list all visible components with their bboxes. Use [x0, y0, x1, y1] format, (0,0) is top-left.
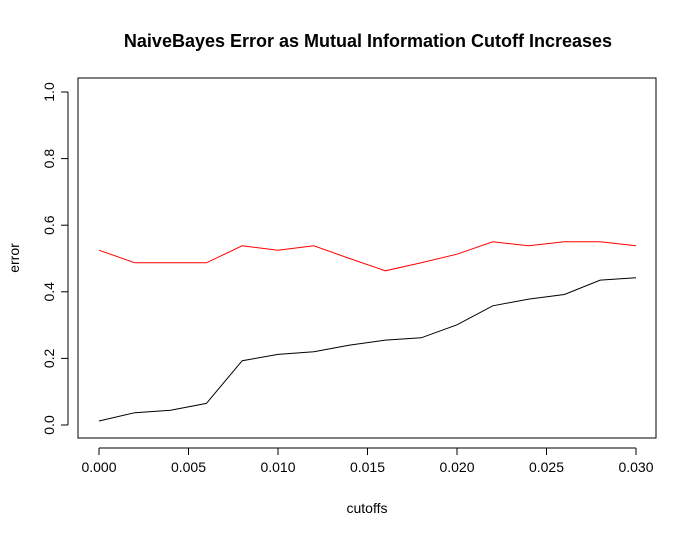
plot-frame — [77, 77, 657, 439]
x-tick-label: 0.025 — [529, 459, 564, 475]
y-tick-label: 1.0 — [41, 82, 57, 102]
series-line-red — [98, 241, 637, 272]
y-axis-label: error — [6, 243, 22, 273]
chart-title: NaiveBayes Error as Mutual Information C… — [124, 31, 612, 51]
x-tick-label: 0.010 — [260, 459, 295, 475]
y-tick-label: 0.0 — [41, 415, 57, 435]
x-tick-label: 0.015 — [350, 459, 385, 475]
y-tick-label: 0.8 — [41, 149, 57, 169]
series-line-black — [98, 277, 637, 422]
x-tick-label: 0.030 — [618, 459, 653, 475]
y-axis: 0.0 0.2 0.4 0.6 0.8 1.0 — [41, 82, 69, 435]
x-axis-label: cutoffs — [347, 500, 388, 516]
x-axis: 0.000 0.005 0.010 0.015 0.020 0.025 0.030 — [81, 447, 654, 475]
x-tick-label: 0.020 — [439, 459, 474, 475]
y-tick-label: 0.4 — [41, 282, 57, 302]
series-layer — [98, 241, 637, 422]
x-tick-label: 0.005 — [171, 459, 206, 475]
y-tick-label: 0.2 — [41, 348, 57, 368]
y-tick-label: 0.6 — [41, 215, 57, 235]
x-tick-label: 0.000 — [81, 459, 116, 475]
